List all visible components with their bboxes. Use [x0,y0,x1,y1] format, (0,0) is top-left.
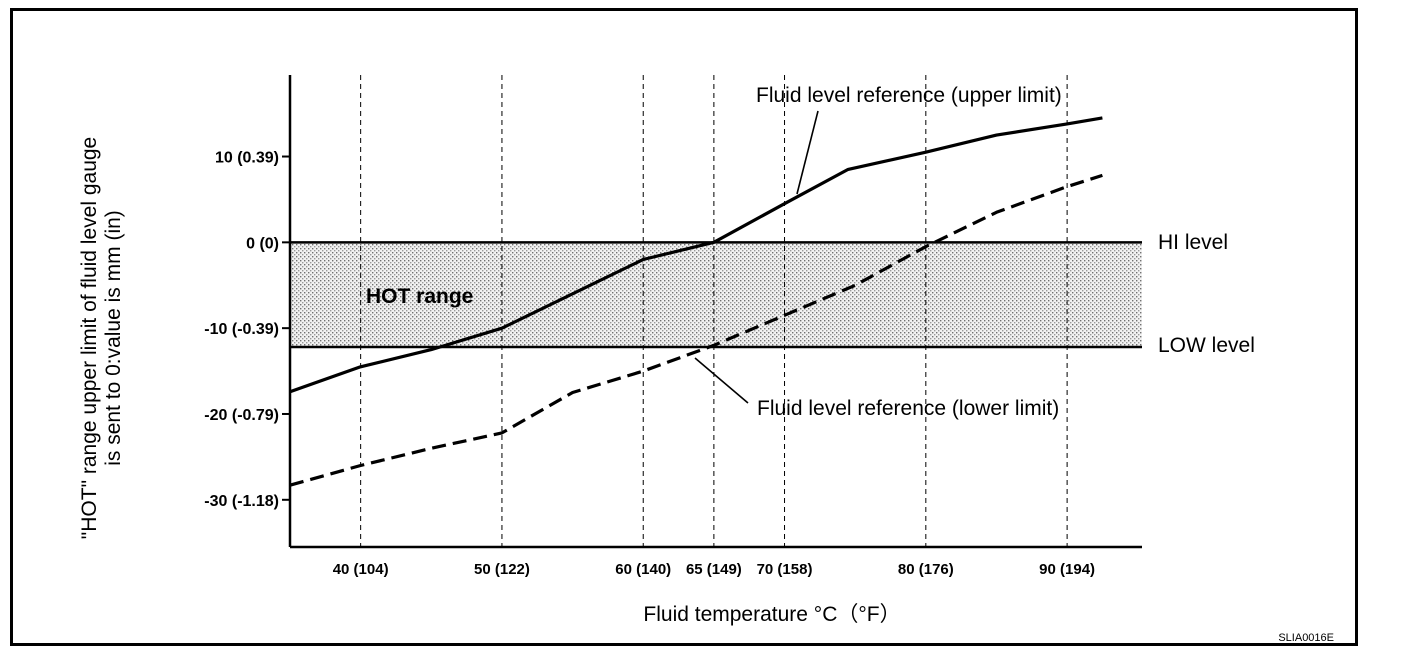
y-axis-title-line-1: "HOT" range upper limit of fluid level g… [78,137,101,539]
x-axis-title: Fluid temperature °C（°F） [643,603,900,626]
lower-limit-callout-leader [694,357,749,404]
hot-range-band-layer [290,241,1142,349]
y-tick-label: 10 (0.39) [215,150,279,167]
y-tick-label: -20 (-0.79) [204,407,279,424]
tick-label-layer: 10 (0.39) 0 (0) -10 (-0.39) -20 (-0.79) -30 … [204,150,1095,578]
hi-level-label: HI level [1158,231,1228,254]
upper-limit-callout-label: Fluid level reference (upper limit) [756,84,1062,107]
vertical-grid-layer [360,75,1068,547]
y-tick-label: -30 (-1.18) [204,493,279,510]
x-tick-label: 40 (104) [333,561,389,578]
x-tick-label: 70 (158) [757,561,813,578]
axes-layer [288,75,1142,549]
hot-range-band [290,242,1142,348]
x-tick-label: 90 (194) [1039,561,1095,578]
series-layer [289,116,1103,487]
x-tick-label: 80 (176) [898,561,954,578]
x-tick-label: 50 (122) [474,561,530,578]
lower-limit-series-line [289,173,1103,487]
figure-code: SLIA0016E [1278,632,1334,644]
upper-limit-callout-leader [796,110,819,195]
upper-limit-series-line [289,116,1103,394]
hot-range-label: HOT range [366,285,473,308]
figure-frame [10,8,1358,646]
x-tick-label: 65 (149) [686,561,742,578]
y-tick-label: -10 (-0.39) [204,321,279,338]
x-tick-label: 60 (140) [615,561,671,578]
lower-limit-callout-label: Fluid level reference (lower limit) [757,397,1059,420]
y-tick-label: 0 (0) [246,235,279,252]
y-axis-title: "HOT" range upper limit of fluid level g… [78,137,125,539]
low-level-label: LOW level [1158,334,1255,357]
y-axis-title-line-2: is sent to 0:value is mm (in) [102,210,125,466]
